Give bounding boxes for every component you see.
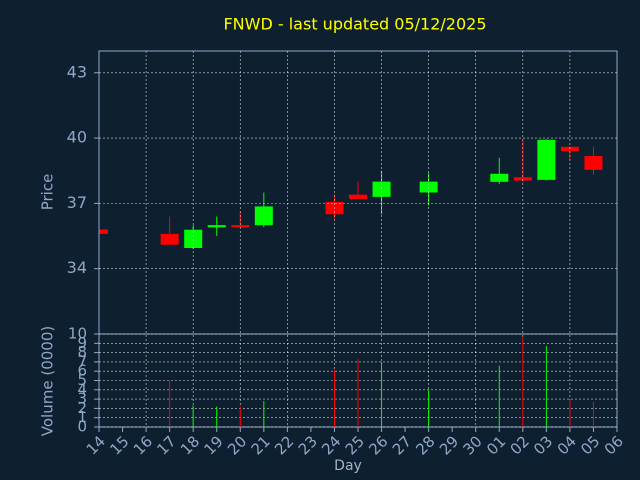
x-tick-label: 20 (224, 432, 250, 458)
candle-body (207, 225, 226, 228)
volume-axis-label: Volume (0000) (39, 326, 57, 436)
volume-tick-label: 3 (77, 390, 87, 408)
x-tick-label: 23 (295, 432, 321, 458)
x-tick-label: 16 (130, 432, 156, 458)
volume-tick-label: 6 (77, 362, 87, 380)
candle-body (160, 233, 179, 245)
volume-tick-label: 4 (77, 380, 87, 398)
candle-body (349, 194, 367, 200)
x-tick-label: 29 (436, 432, 462, 458)
x-tick-label: 25 (342, 432, 368, 458)
volume-tick-label: 8 (77, 343, 87, 361)
candle-body (537, 139, 556, 180)
x-tick-label: 06 (601, 432, 627, 458)
x-tick-label: 26 (365, 432, 391, 458)
candle-body (372, 181, 391, 197)
volume-tick-label: 10 (68, 325, 87, 343)
price-plot (99, 139, 603, 250)
y-axis-label: Price (39, 174, 57, 211)
x-tick-label: 27 (389, 432, 415, 458)
x-tick-label: 15 (106, 432, 132, 458)
x-tick-label: 21 (248, 432, 274, 458)
candle-body (231, 225, 250, 228)
x-tick-label: 02 (507, 432, 533, 458)
x-tick-label: 17 (153, 432, 179, 458)
x-tick-label: 04 (554, 432, 580, 458)
y-tick-label: 43 (67, 62, 87, 81)
volume-tick-label: 0 (77, 418, 87, 436)
volume-tick-label: 2 (77, 399, 87, 417)
chart-title: FNWD - last updated 05/12/2025 (223, 15, 486, 34)
volume-tick-label: 1 (77, 408, 87, 426)
x-axis-label: Day (334, 458, 362, 474)
candle-body (184, 229, 203, 249)
candle-body (254, 206, 273, 226)
x-tick-label: 05 (577, 432, 603, 458)
x-tick-label: 03 (530, 432, 556, 458)
candle-body (584, 155, 603, 170)
volume-tick-label: 5 (77, 371, 87, 389)
x-tick-label: 19 (201, 432, 227, 458)
y-tick-label: 34 (67, 258, 87, 277)
x-tick-label: 18 (177, 432, 203, 458)
volume-tick-label: 9 (77, 334, 87, 352)
x-tick-label: 30 (460, 432, 486, 458)
y-tick-label: 37 (67, 193, 87, 212)
x-tick-label: 22 (271, 432, 297, 458)
x-tick-label: 28 (412, 432, 438, 458)
x-tick-label: 01 (483, 432, 509, 458)
x-tick-label: 24 (318, 432, 344, 458)
y-tick-label: 40 (67, 128, 87, 147)
candle-body (490, 173, 509, 182)
candle-body (99, 229, 108, 234)
volume-tick-label: 7 (77, 352, 87, 370)
candle-body (513, 177, 532, 181)
x-tick-label: 14 (83, 432, 109, 458)
